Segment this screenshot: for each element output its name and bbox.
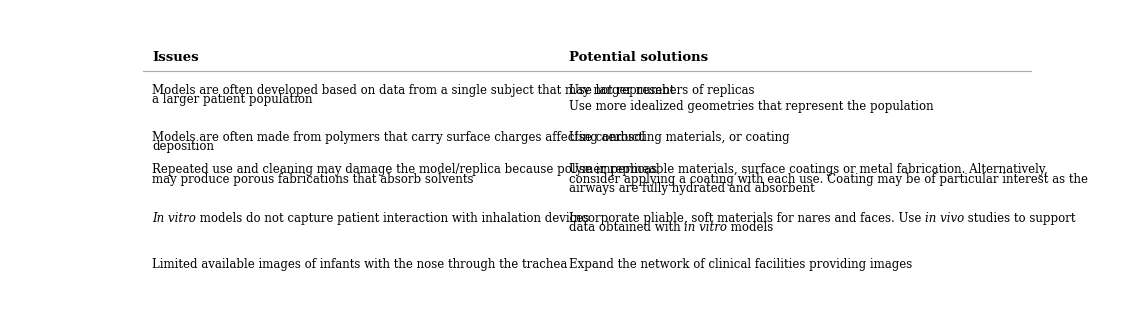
Text: in vivo: in vivo [925, 212, 964, 224]
Text: Issues: Issues [152, 51, 198, 64]
Text: models do not capture patient interaction with inhalation devices: models do not capture patient interactio… [196, 212, 590, 224]
Text: Use conducting materials, or coating: Use conducting materials, or coating [569, 131, 790, 144]
Text: In vitro: In vitro [152, 212, 196, 224]
Text: Models are often made from polymers that carry surface charges affecting aerosol: Models are often made from polymers that… [152, 131, 645, 144]
Text: Limited available images of infants with the nose through the trachea: Limited available images of infants with… [152, 258, 568, 271]
Text: Expand the network of clinical facilities providing images: Expand the network of clinical facilitie… [569, 258, 913, 271]
Text: consider applying a coating with each use. Coating may be of particular interest: consider applying a coating with each us… [569, 172, 1088, 186]
Text: Repeated use and cleaning may damage the model/replica because polymer replicas: Repeated use and cleaning may damage the… [152, 163, 657, 176]
Text: Use more idealized geometries that represent the population: Use more idealized geometries that repre… [569, 99, 933, 113]
Text: may produce porous fabrications that absorb solvents: may produce porous fabrications that abs… [152, 172, 474, 186]
Text: airways are fully hydrated and absorbent: airways are fully hydrated and absorbent [569, 182, 815, 195]
Text: models: models [727, 221, 774, 234]
Text: Use larger numbers of replicas: Use larger numbers of replicas [569, 84, 755, 97]
Text: in vitro: in vitro [685, 221, 727, 234]
Text: Use impermeable materials, surface coatings or metal fabrication. Alternatively,: Use impermeable materials, surface coati… [569, 163, 1048, 176]
Text: studies to support: studies to support [964, 212, 1076, 224]
Text: a larger patient population: a larger patient population [152, 93, 313, 106]
Text: Potential solutions: Potential solutions [569, 51, 709, 64]
Text: Incorporate pliable, soft materials for nares and faces. Use: Incorporate pliable, soft materials for … [569, 212, 925, 224]
Text: Models are often developed based on data from a single subject that may not repr: Models are often developed based on data… [152, 84, 674, 97]
Text: deposition: deposition [152, 140, 214, 153]
Text: data obtained with: data obtained with [569, 221, 685, 234]
